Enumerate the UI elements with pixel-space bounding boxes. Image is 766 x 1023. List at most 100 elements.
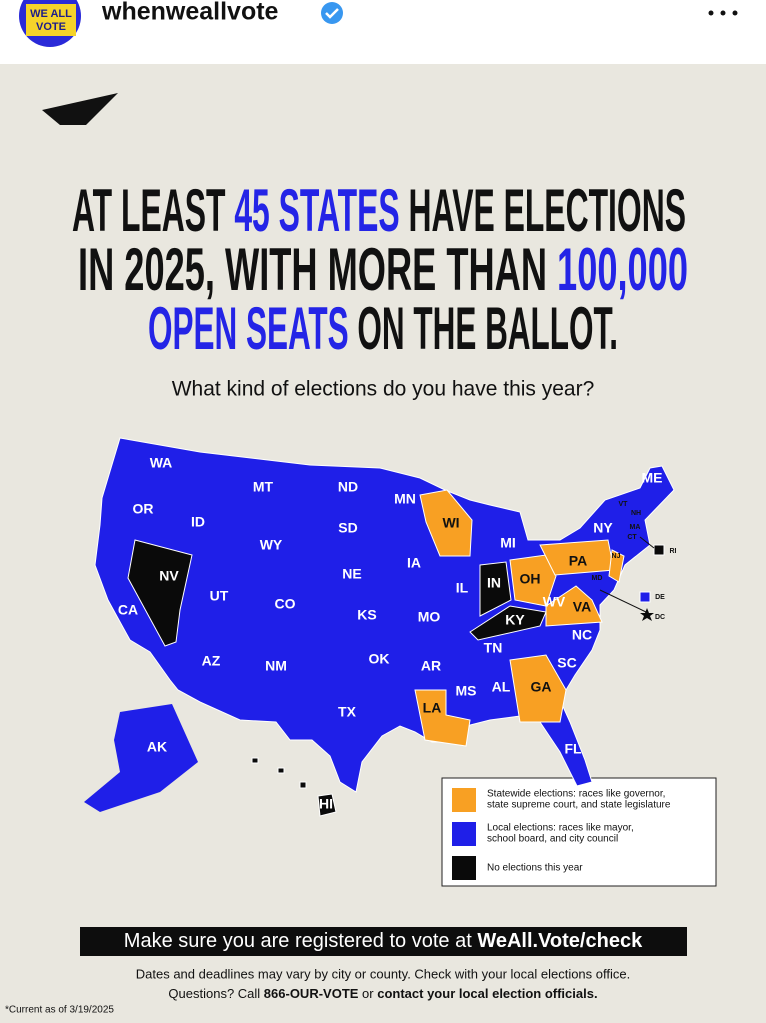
- state-label: AR: [421, 658, 441, 674]
- headline-segment: HAVE ELECTIONS: [400, 177, 686, 244]
- state-label: DE: [655, 594, 665, 601]
- questions-line: Questions? Call 866-OUR-VOTE or contact …: [168, 986, 597, 1001]
- state-label: VA: [573, 599, 591, 615]
- state-label: NC: [572, 627, 592, 643]
- state-shape: [479, 561, 512, 617]
- state-shape: [608, 549, 625, 583]
- asterisk-note: *Current as of 3/19/2025: [5, 1005, 114, 1016]
- headline-segment: 45 STATES: [234, 177, 399, 244]
- legend-text: Statewide elections: races like governor…: [487, 789, 665, 800]
- state-label: WY: [260, 537, 283, 553]
- logo-text: WE ALL: [30, 8, 72, 20]
- ri-leader: [639, 536, 655, 549]
- questions-segment: 866-OUR-VOTE: [264, 986, 359, 1001]
- state-label: WV: [543, 594, 566, 610]
- state-shape: [251, 757, 337, 817]
- verified-badge: [321, 2, 343, 24]
- state-label: UT: [210, 588, 229, 604]
- state-label: NH: [631, 510, 641, 517]
- alaska-outline: [84, 704, 198, 812]
- cta-bar: [80, 927, 687, 956]
- headline-segment: ON THE BALLOT.: [349, 295, 618, 362]
- state-label: MN: [394, 491, 416, 507]
- state-label: SC: [557, 655, 576, 671]
- top-bar: [0, 0, 766, 64]
- state-label: AK: [147, 739, 167, 755]
- logo-text: VOTE: [36, 21, 66, 33]
- state-label: WA: [150, 455, 173, 471]
- legend-text: school board, and city council: [487, 834, 618, 845]
- state-label: CA: [118, 602, 138, 618]
- state-label: NJ: [612, 553, 621, 560]
- logo-box: [26, 4, 76, 36]
- state-label: PA: [569, 553, 587, 569]
- state-shape: [469, 605, 547, 641]
- state-label: RI: [670, 548, 677, 555]
- state-label: CT: [627, 534, 637, 541]
- cta-segment: Make sure you are registered to vote at: [124, 930, 478, 952]
- state-label: NE: [342, 566, 361, 582]
- state-label: KS: [357, 607, 376, 623]
- headline-segment: OPEN SEATS: [148, 295, 349, 362]
- legend-text: state supreme court, and state legislatu…: [487, 800, 671, 811]
- dc-star: [640, 608, 654, 621]
- state-label: IA: [407, 555, 421, 571]
- headline-segment: IN 2025, WITH MORE THAN: [78, 236, 557, 303]
- questions-segment: contact your local election officials.: [377, 986, 597, 1001]
- account-name[interactable]: whenweallvote: [101, 0, 279, 26]
- state-label: GA: [531, 679, 552, 695]
- legend-swatch: [452, 822, 476, 846]
- state-label: WI: [442, 515, 459, 531]
- legend-text: Local elections: races like mayor,: [487, 823, 634, 834]
- state-label: CO: [275, 596, 296, 612]
- more-menu[interactable]: [708, 10, 738, 16]
- state-label: NV: [159, 568, 179, 584]
- state-label: IN: [487, 575, 501, 591]
- state-label: MT: [253, 479, 274, 495]
- state-shape: [509, 654, 567, 723]
- headline-segment: 100,000: [557, 236, 688, 303]
- footer-note: Dates and deadlines may vary by city or …: [136, 966, 630, 981]
- state-label: TX: [338, 704, 357, 720]
- state-label: TN: [484, 640, 503, 656]
- state-shape: [414, 689, 471, 747]
- state-label: SD: [338, 520, 357, 536]
- questions-segment: or: [358, 986, 377, 1001]
- state-label: OH: [520, 571, 541, 587]
- state-label: AZ: [202, 653, 221, 669]
- state-shape: [419, 489, 473, 557]
- state-label: KY: [505, 612, 525, 628]
- dc-leader: [599, 589, 647, 613]
- state-label: FL: [564, 741, 582, 757]
- state-label: VT: [619, 501, 629, 508]
- headline-line: IN 2025, WITH MORE THAN 100,000: [78, 236, 688, 303]
- state-label: ID: [191, 514, 205, 530]
- headline-line: AT LEAST 45 STATES HAVE ELECTIONS: [72, 177, 686, 244]
- state-label: ND: [338, 479, 358, 495]
- headline-line: OPEN SEATS ON THE BALLOT.: [148, 295, 618, 362]
- legend-swatch: [452, 856, 476, 880]
- cta-text: Make sure you are registered to vote at …: [124, 930, 643, 952]
- state-label: DC: [655, 614, 665, 621]
- state-label: LA: [423, 700, 442, 716]
- cta-segment: WeAll.Vote/check: [477, 930, 643, 952]
- state-shape: [639, 591, 651, 603]
- legend-text: No elections this year: [487, 863, 583, 874]
- state-label: MO: [418, 609, 441, 625]
- state-label: MD: [592, 575, 603, 582]
- state-label: HI: [319, 796, 333, 812]
- state-shape: [653, 544, 665, 556]
- state-shape: [545, 585, 603, 627]
- state-label: MS: [456, 683, 477, 699]
- state-label: MI: [500, 535, 516, 551]
- verified-check: [325, 8, 339, 19]
- brand-check: [42, 93, 118, 125]
- state-label: NY: [593, 520, 613, 536]
- state-shape: [127, 539, 193, 647]
- state-label: IL: [456, 580, 469, 596]
- legend-swatch: [452, 788, 476, 812]
- state-shape: [509, 554, 557, 607]
- questions-segment: Questions? Call: [168, 986, 263, 1001]
